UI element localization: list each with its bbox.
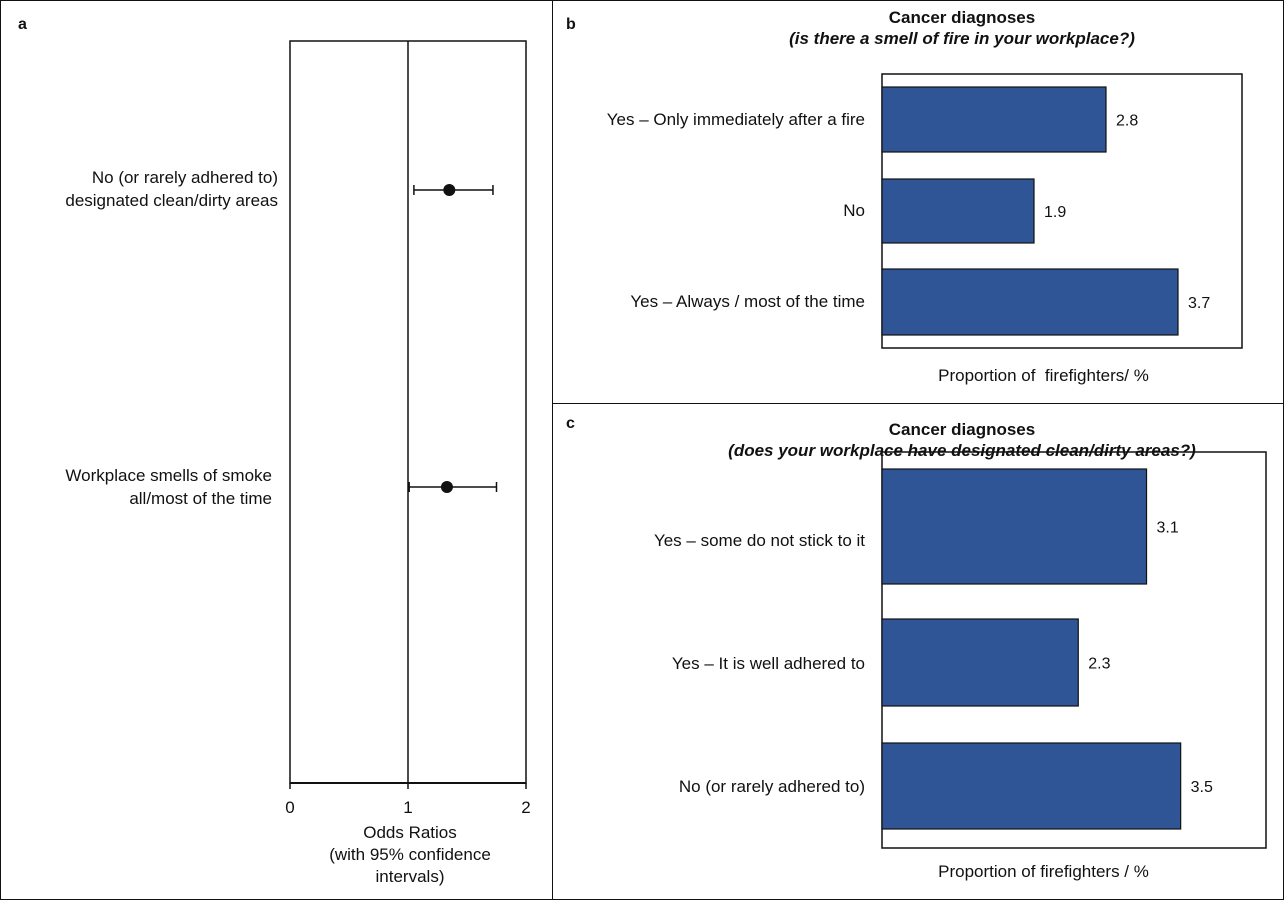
chart-c-category-label: Yes – some do not stick to it xyxy=(653,531,865,550)
forest-plot-svg: 0 1 2 xyxy=(285,40,531,817)
chart-b-category-label: No xyxy=(843,201,865,220)
forest-x-tick-label: 0 xyxy=(285,798,294,817)
forest-category-line: Workplace smells of smoke xyxy=(65,466,272,485)
panel-a-letter: a xyxy=(18,16,27,33)
forest-point xyxy=(440,481,453,493)
forest-x-axis-label-line: Odds Ratios xyxy=(363,823,457,842)
chart-c-subtitle: (does your workplace have designated cle… xyxy=(728,441,1196,460)
forest-category-label: No (or rarely adhered to) designated cle… xyxy=(0,166,278,212)
forest-x-axis-label-line: (with 95% confidence xyxy=(329,845,491,864)
chart-b-value-label: 2.8 xyxy=(1116,113,1138,130)
forest-x-tick-label: 1 xyxy=(403,798,412,817)
chart-c-value-label: 2.3 xyxy=(1088,656,1110,673)
forest-category-label: Workplace smells of smoke all/most of th… xyxy=(0,464,272,510)
forest-x-axis-label-line: intervals) xyxy=(375,867,445,886)
chart-b-bar xyxy=(881,268,1179,336)
chart-b-heading: Cancer diagnoses (is there a smell of fi… xyxy=(640,7,1284,49)
panel-b-letter: b xyxy=(566,16,576,33)
chart-b-value-label: 3.7 xyxy=(1188,295,1210,312)
chart-c-category-label: No (or rarely adhered to) xyxy=(678,777,865,796)
chart-c-bar xyxy=(881,742,1182,830)
panel-c-letter: c xyxy=(566,415,575,432)
forest-x-axis-label: Odds Ratios (with 95% confidence interva… xyxy=(320,822,500,888)
chart-b-subtitle: (is there a smell of fire in your workpl… xyxy=(789,29,1135,48)
chart-c-title: Cancer diagnoses xyxy=(888,420,1036,439)
chart-c-value-label: 3.5 xyxy=(1191,779,1213,796)
chart-b-category-label: Yes – Only immediately after a fire xyxy=(606,110,865,129)
chart-b-bar xyxy=(881,178,1035,244)
forest-point xyxy=(443,184,456,196)
forest-x-tick-label: 2 xyxy=(521,798,530,817)
chart-b-value-label: 1.9 xyxy=(1044,204,1066,221)
forest-category-line: designated clean/dirty areas xyxy=(65,191,278,210)
chart-b-x-axis-label: Proportion of firefighters/ % xyxy=(938,366,1149,385)
forest-category-line: No (or rarely adhered to) xyxy=(91,168,278,187)
chart-b-category-label: Yes – Always / most of the time xyxy=(630,292,865,311)
chart-c-bar xyxy=(881,468,1148,585)
chart-b-bar xyxy=(881,86,1107,153)
chart-c-x-axis-label: Proportion of firefighters / % xyxy=(938,862,1149,881)
chart-c-value-label: 3.1 xyxy=(1157,520,1179,537)
forest-category-line: all/most of the time xyxy=(129,489,272,508)
chart-c-bar xyxy=(881,618,1079,707)
chart-c-category-label: Yes – It is well adhered to xyxy=(671,654,865,673)
chart-c-heading: Cancer diagnoses (does your workplace ha… xyxy=(640,419,1284,461)
chart-b-title: Cancer diagnoses xyxy=(888,8,1036,27)
